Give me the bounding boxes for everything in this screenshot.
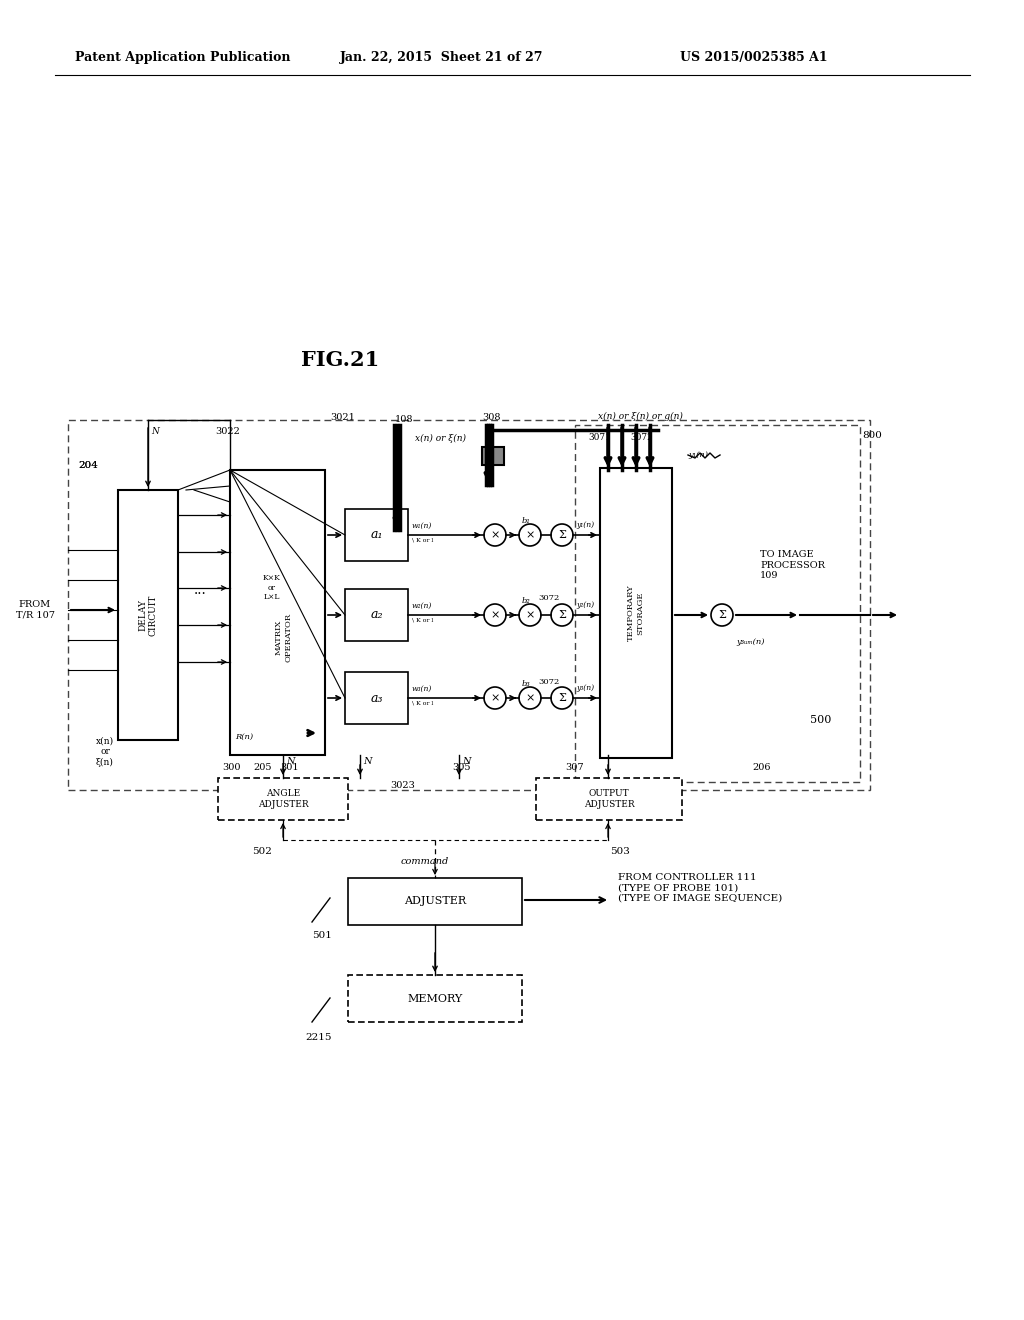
- Text: DELAY
CIRCUIT: DELAY CIRCUIT: [138, 594, 158, 636]
- Bar: [575, 425, 860, 781]
- Circle shape: [484, 605, 506, 626]
- Bar: [348, 975, 522, 1022]
- Text: Jan. 22, 2015  Sheet 21 of 27: Jan. 22, 2015 Sheet 21 of 27: [340, 51, 544, 65]
- Text: Σ: Σ: [718, 610, 726, 620]
- Text: Σ: Σ: [558, 610, 566, 620]
- Text: Σ: Σ: [558, 531, 566, 540]
- Circle shape: [551, 686, 573, 709]
- Text: 3071: 3071: [588, 433, 611, 442]
- Text: MATRIX
OPERATOR: MATRIX OPERATOR: [274, 612, 292, 663]
- Text: x(n) or ξ(n): x(n) or ξ(n): [415, 433, 466, 442]
- Text: 2215: 2215: [305, 1034, 332, 1043]
- Text: 3022: 3022: [215, 428, 240, 437]
- Circle shape: [519, 524, 541, 546]
- Text: 503: 503: [610, 847, 630, 857]
- Text: y₁(n): y₁(n): [575, 521, 594, 529]
- Text: x(n)
or
ξ(n): x(n) or ξ(n): [96, 737, 114, 767]
- Text: 502: 502: [252, 847, 272, 857]
- Text: 3072: 3072: [538, 678, 559, 686]
- Text: w₃(n): w₃(n): [412, 685, 432, 693]
- Circle shape: [519, 686, 541, 709]
- Text: 205: 205: [253, 763, 271, 772]
- Text: ×: ×: [525, 693, 535, 704]
- Text: b₃: b₃: [522, 680, 530, 688]
- Bar: [536, 777, 682, 820]
- Text: Patent Application Publication: Patent Application Publication: [75, 51, 291, 65]
- Text: 3072: 3072: [538, 594, 559, 602]
- Text: ×: ×: [490, 693, 500, 704]
- Circle shape: [711, 605, 733, 626]
- Text: y₁(n): y₁(n): [688, 451, 708, 459]
- Circle shape: [484, 524, 506, 546]
- Text: N: N: [286, 758, 295, 767]
- Text: y₃ᵤₘ(n): y₃ᵤₘ(n): [736, 638, 765, 645]
- Text: w₁(n): w₁(n): [412, 521, 432, 531]
- Bar: [345, 510, 408, 561]
- Text: OUTPUT
ADJUSTER: OUTPUT ADJUSTER: [584, 789, 634, 809]
- Text: 308: 308: [482, 413, 501, 422]
- Text: 108: 108: [395, 416, 414, 425]
- Text: N: N: [151, 428, 159, 437]
- Text: 305: 305: [452, 763, 470, 772]
- Bar: [218, 777, 348, 820]
- Bar: [118, 490, 178, 741]
- Text: ×: ×: [525, 531, 535, 540]
- Text: R(n): R(n): [234, 733, 253, 741]
- Text: 300: 300: [222, 763, 241, 772]
- Circle shape: [519, 605, 541, 626]
- Text: ×: ×: [490, 610, 500, 620]
- Text: \ K or l: \ K or l: [412, 701, 433, 705]
- Circle shape: [551, 605, 573, 626]
- Text: 307: 307: [565, 763, 584, 772]
- Bar: [68, 420, 870, 789]
- Text: K×K
or
L×L: K×K or L×L: [262, 574, 281, 601]
- Circle shape: [484, 686, 506, 709]
- Text: N: N: [462, 758, 470, 767]
- Text: 500: 500: [810, 715, 831, 725]
- Text: FROM
T/R 107: FROM T/R 107: [15, 601, 54, 619]
- Text: Σ: Σ: [558, 693, 566, 704]
- Bar: [345, 589, 408, 642]
- Text: 301: 301: [280, 763, 299, 772]
- Text: a₁: a₁: [371, 528, 383, 541]
- Text: 501: 501: [312, 931, 332, 940]
- Text: y₃(n): y₃(n): [575, 684, 594, 692]
- Text: FIG.21: FIG.21: [301, 350, 379, 370]
- Text: x(n) or ξ(n) or g(n): x(n) or ξ(n) or g(n): [598, 412, 683, 421]
- Text: 206: 206: [752, 763, 770, 772]
- Text: 3072: 3072: [630, 433, 652, 442]
- Text: FROM CONTROLLER 111
(TYPE OF PROBE 101)
(TYPE OF IMAGE SEQUENCE): FROM CONTROLLER 111 (TYPE OF PROBE 101) …: [618, 873, 782, 903]
- Text: 3021: 3021: [330, 413, 355, 422]
- Text: ANGLE
ADJUSTER: ANGLE ADJUSTER: [258, 789, 308, 809]
- Text: 204: 204: [78, 461, 98, 470]
- Text: \ K or l: \ K or l: [412, 537, 433, 543]
- Text: b₂: b₂: [522, 597, 530, 605]
- Bar: [345, 672, 408, 723]
- Text: ×: ×: [525, 610, 535, 620]
- Text: MEMORY: MEMORY: [408, 994, 463, 1003]
- Text: b₁: b₁: [522, 517, 530, 525]
- Bar: [482, 447, 504, 465]
- Text: y₂(n): y₂(n): [575, 601, 594, 609]
- Circle shape: [551, 524, 573, 546]
- Text: ...: ...: [194, 583, 207, 597]
- Text: \ K or l: \ K or l: [412, 618, 433, 623]
- Bar: [600, 469, 672, 758]
- Bar: [230, 470, 325, 755]
- Text: a₃: a₃: [371, 692, 383, 705]
- Text: TEMPORARY
STORAGE: TEMPORARY STORAGE: [628, 585, 644, 642]
- Text: ×: ×: [490, 531, 500, 540]
- Text: a₂: a₂: [371, 609, 383, 622]
- Text: w₂(n): w₂(n): [412, 602, 432, 610]
- Bar: [348, 878, 522, 925]
- Text: 204: 204: [78, 461, 98, 470]
- Text: N: N: [362, 758, 372, 767]
- Text: TO IMAGE
PROCESSOR
109: TO IMAGE PROCESSOR 109: [760, 550, 825, 579]
- Text: command: command: [400, 858, 450, 866]
- Text: US 2015/0025385 A1: US 2015/0025385 A1: [680, 51, 827, 65]
- Text: 800: 800: [862, 430, 882, 440]
- Text: 3023: 3023: [390, 780, 415, 789]
- Text: ADJUSTER: ADJUSTER: [403, 896, 466, 907]
